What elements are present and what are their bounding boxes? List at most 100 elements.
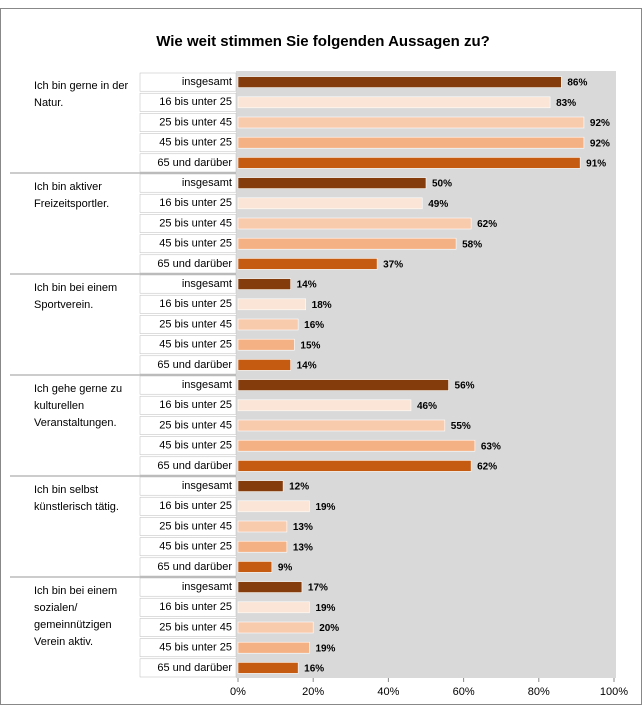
x-tick-label: 100% [600,686,628,698]
group-label: Ich bin bei einem Sportverein. [34,282,118,311]
bar [237,116,585,129]
group-label: Ich gehe gerne zu kulturellen Veranstalt… [34,383,123,429]
value-label: 86% [567,78,587,89]
bar [237,359,291,371]
row-label-cell [139,234,237,254]
value-label: 18% [312,300,332,311]
row-label: 25 bis unter 45 [159,520,232,532]
bar [237,621,314,634]
bar [237,237,457,250]
row-label-cell [139,214,237,233]
value-label: 50% [432,179,452,190]
bar [237,419,446,432]
chart-title: Wie weit stimmen Sie folgenden Aussagen … [156,33,490,50]
row-label-cell [139,153,237,173]
row-label: 45 bis unter 25 [159,642,232,654]
row-label: insgesamt [182,379,232,391]
row-label: insgesamt [182,177,232,189]
value-label: 83% [556,98,576,109]
value-label: 46% [417,401,437,412]
value-label: 92% [590,138,610,149]
x-tick-label: 80% [528,686,550,698]
bar [237,379,449,391]
row-label: insgesamt [182,581,232,593]
row-label-cell [139,355,237,375]
row-label-cell [139,456,237,476]
value-label: 14% [297,280,317,291]
row-label: 25 bis unter 45 [159,621,232,633]
row-label: 16 bis unter 25 [159,197,232,209]
group-label: Ich bin aktiver Freizeitsportler. [34,181,110,210]
row-label-cell [139,375,237,395]
value-label: 19% [315,643,335,654]
row-label: 45 bis unter 25 [159,440,232,452]
row-label: 65 und darüber [157,662,232,674]
row-label-cell [139,638,237,658]
bar [237,318,299,331]
value-label: 17% [308,583,328,594]
bar [237,439,476,452]
row-label: 16 bis unter 25 [159,399,232,411]
bar [237,298,306,311]
value-label: 13% [293,522,313,533]
value-label: 56% [455,381,475,392]
value-label: 12% [289,482,309,493]
bar [237,258,378,270]
value-label: 19% [315,603,335,614]
bar [237,662,299,674]
row-label-cell [139,335,237,355]
row-label: 65 und darüber [157,258,232,270]
row-label-cell [139,133,237,153]
bar [237,601,310,614]
bar [237,500,310,513]
row-label-cell [139,436,237,456]
value-label: 9% [278,563,293,574]
row-label: 45 bis unter 25 [159,137,232,149]
x-tick-label: 0% [230,686,246,698]
row-label: 16 bis unter 25 [159,500,232,512]
value-label: 16% [304,320,324,331]
plot-area [236,71,616,678]
row-label-cell [139,294,237,314]
group-label: Ich bin selbst künstlerisch tätig. [34,484,119,513]
bar [237,641,310,654]
row-label: 45 bis unter 25 [159,541,232,553]
bar [237,96,551,109]
row-label-cell [139,597,237,617]
row-label-cell [139,92,237,112]
row-label-cell [139,618,237,637]
row-label-cell [139,254,237,274]
row-label: 25 bis unter 45 [159,419,232,431]
row-label-cell [139,517,237,536]
bar [237,197,423,210]
row-label-cell [139,193,237,213]
row-label: 65 und darüber [157,157,232,169]
value-label: 63% [481,441,501,452]
row-label-cell [139,274,237,294]
bar [237,561,273,573]
row-label: 65 und darüber [157,561,232,573]
value-label: 20% [319,623,339,634]
row-label: 25 bis unter 45 [159,217,232,229]
bar [237,217,472,230]
group-label: Ich bin bei einem sozialen/ gemeinnützig… [34,585,118,648]
row-label: 65 und darüber [157,460,232,472]
bar [237,399,412,412]
row-label: 45 bis unter 25 [159,238,232,250]
bar [237,520,288,533]
row-label: 25 bis unter 45 [159,116,232,128]
value-label: 15% [300,340,320,351]
value-label: 58% [462,239,482,250]
value-label: 37% [383,260,403,271]
value-label: 49% [428,199,448,210]
value-label: 62% [477,462,497,473]
bar [237,278,291,290]
bar [237,76,562,88]
row-label-cell [139,537,237,557]
bar [237,338,295,351]
row-label: 25 bis unter 45 [159,318,232,330]
row-label-cell [139,416,237,435]
row-label-cell [139,496,237,516]
bar [237,581,303,593]
